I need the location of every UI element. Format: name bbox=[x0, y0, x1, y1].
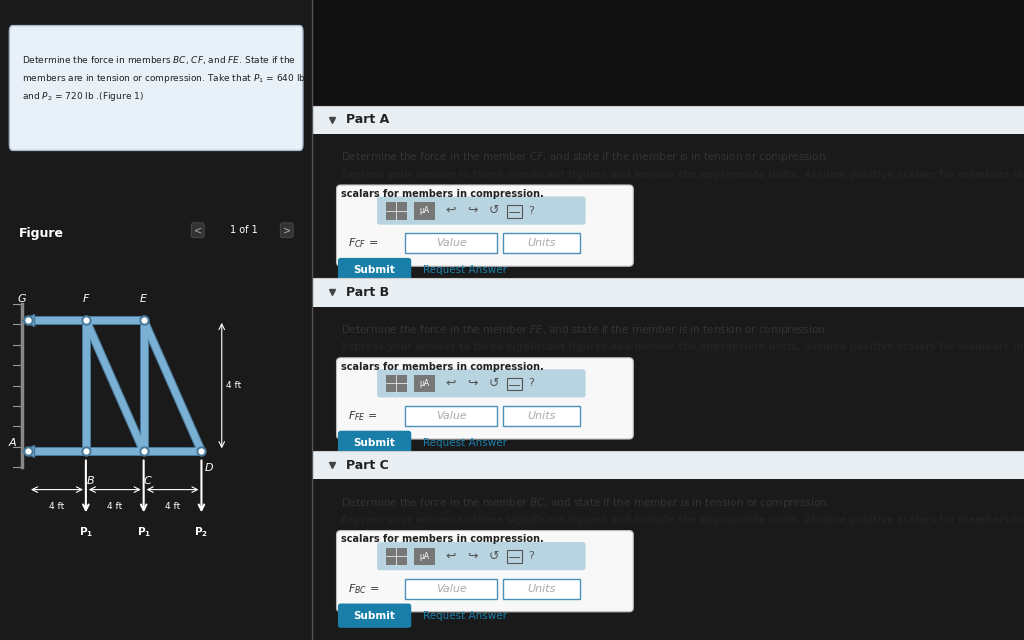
Bar bbox=[312, 451, 1024, 479]
Text: ↩: ↩ bbox=[445, 377, 457, 390]
Text: ↪: ↪ bbox=[467, 550, 478, 563]
Bar bbox=[507, 378, 522, 390]
FancyBboxPatch shape bbox=[338, 258, 412, 282]
Text: ↺: ↺ bbox=[488, 204, 499, 217]
Text: ↺: ↺ bbox=[488, 377, 499, 390]
Bar bbox=[386, 202, 407, 220]
Bar bbox=[503, 579, 580, 599]
Text: $\mathit{F}$: $\mathit{F}$ bbox=[82, 292, 90, 303]
Text: 4 ft: 4 ft bbox=[49, 502, 65, 511]
Text: Submit: Submit bbox=[353, 265, 395, 275]
FancyBboxPatch shape bbox=[377, 196, 586, 225]
Text: Request Answer: Request Answer bbox=[423, 611, 507, 621]
Text: ↪: ↪ bbox=[467, 377, 478, 390]
Text: 1 of 1: 1 of 1 bbox=[229, 225, 257, 236]
Bar bbox=[404, 406, 498, 426]
Text: Part A: Part A bbox=[346, 113, 390, 126]
FancyBboxPatch shape bbox=[377, 369, 586, 397]
Text: ?: ? bbox=[528, 378, 535, 388]
Bar bbox=[312, 278, 1024, 307]
Text: $\mathit{C}$: $\mathit{C}$ bbox=[143, 474, 154, 486]
Text: μA: μA bbox=[420, 379, 430, 388]
Text: Part C: Part C bbox=[346, 459, 389, 472]
Text: ?: ? bbox=[528, 205, 535, 216]
Bar bbox=[414, 202, 435, 220]
Text: scalars for members in compression.: scalars for members in compression. bbox=[341, 189, 544, 199]
Bar bbox=[503, 233, 580, 253]
Text: <: < bbox=[194, 225, 202, 236]
Bar bbox=[507, 550, 522, 563]
Text: Value: Value bbox=[436, 584, 467, 594]
Text: Part B: Part B bbox=[346, 286, 389, 299]
Text: $F_{FE}$ =: $F_{FE}$ = bbox=[348, 409, 378, 423]
Text: Figure: Figure bbox=[18, 227, 63, 240]
Text: Units: Units bbox=[527, 238, 556, 248]
Text: $\mathbf{P_1}$: $\mathbf{P_1}$ bbox=[79, 525, 93, 539]
Text: Submit: Submit bbox=[353, 611, 395, 621]
Bar bbox=[404, 233, 498, 253]
Text: Units: Units bbox=[527, 411, 556, 421]
Bar bbox=[507, 205, 522, 218]
Bar bbox=[312, 106, 1024, 134]
FancyBboxPatch shape bbox=[337, 531, 633, 612]
Text: 4 ft: 4 ft bbox=[226, 381, 242, 390]
Bar bbox=[414, 548, 435, 565]
Bar bbox=[386, 548, 407, 565]
Text: $\mathit{A}$: $\mathit{A}$ bbox=[8, 436, 17, 447]
Text: Determine the force in the member $\mathit{CF}$, and state if the member is in t: Determine the force in the member $\math… bbox=[341, 150, 828, 164]
FancyBboxPatch shape bbox=[338, 431, 412, 455]
Text: $F_{BC}$ =: $F_{BC}$ = bbox=[348, 582, 379, 596]
Bar bbox=[414, 375, 435, 392]
Text: 4 ft: 4 ft bbox=[165, 502, 180, 511]
Text: Determine the force in the member $\mathit{BC}$, and state if the member is in t: Determine the force in the member $\math… bbox=[341, 496, 830, 510]
FancyBboxPatch shape bbox=[9, 26, 303, 150]
FancyBboxPatch shape bbox=[338, 604, 412, 628]
FancyBboxPatch shape bbox=[377, 542, 586, 570]
Text: $\mathit{E}$: $\mathit{E}$ bbox=[139, 292, 148, 303]
Bar bbox=[386, 375, 407, 392]
Text: $\mathit{D}$: $\mathit{D}$ bbox=[204, 461, 214, 473]
Text: $F_{CF}$ =: $F_{CF}$ = bbox=[348, 236, 378, 250]
Text: μA: μA bbox=[420, 206, 430, 215]
Text: $\mathbf{P_1}$: $\mathbf{P_1}$ bbox=[136, 525, 151, 539]
FancyBboxPatch shape bbox=[337, 358, 633, 439]
Text: Express your answer to three significant figures and include the appropriate uni: Express your answer to three significant… bbox=[341, 515, 1024, 525]
Text: Request Answer: Request Answer bbox=[423, 438, 507, 448]
Text: ↩: ↩ bbox=[445, 550, 457, 563]
Bar bbox=[404, 579, 498, 599]
Text: ?: ? bbox=[528, 551, 535, 561]
Text: $\mathit{G}$: $\mathit{G}$ bbox=[17, 292, 28, 303]
Text: ↩: ↩ bbox=[445, 204, 457, 217]
Text: ↪: ↪ bbox=[467, 204, 478, 217]
Text: Submit: Submit bbox=[353, 438, 395, 448]
Text: ↺: ↺ bbox=[488, 550, 499, 563]
Text: μA: μA bbox=[420, 552, 430, 561]
Bar bbox=[503, 406, 580, 426]
Text: scalars for members in compression.: scalars for members in compression. bbox=[341, 362, 544, 372]
FancyBboxPatch shape bbox=[337, 185, 633, 266]
Text: Request Answer: Request Answer bbox=[423, 265, 507, 275]
Text: Value: Value bbox=[436, 238, 467, 248]
Text: Units: Units bbox=[527, 584, 556, 594]
Text: >: > bbox=[283, 225, 291, 236]
Text: Determine the force in members $\mathit{BC}$, $\mathit{CF}$, and $\mathit{FE}$. : Determine the force in members $\mathit{… bbox=[22, 54, 306, 103]
Text: $\mathbf{P_2}$: $\mathbf{P_2}$ bbox=[195, 525, 209, 539]
Text: Express your answer to three significant figures and include the appropriate uni: Express your answer to three significant… bbox=[341, 342, 1024, 353]
Bar bbox=[312, 0, 1024, 106]
Text: Express your answer to three significant figures and include the appropriate uni: Express your answer to three significant… bbox=[341, 170, 1024, 180]
Text: Determine the force in the member $\mathit{FE}$, and state if the member is in t: Determine the force in the member $\math… bbox=[341, 323, 828, 337]
Text: scalars for members in compression.: scalars for members in compression. bbox=[341, 534, 544, 545]
Text: Value: Value bbox=[436, 411, 467, 421]
Text: $\mathit{B}$: $\mathit{B}$ bbox=[86, 474, 95, 486]
Text: 4 ft: 4 ft bbox=[108, 502, 123, 511]
